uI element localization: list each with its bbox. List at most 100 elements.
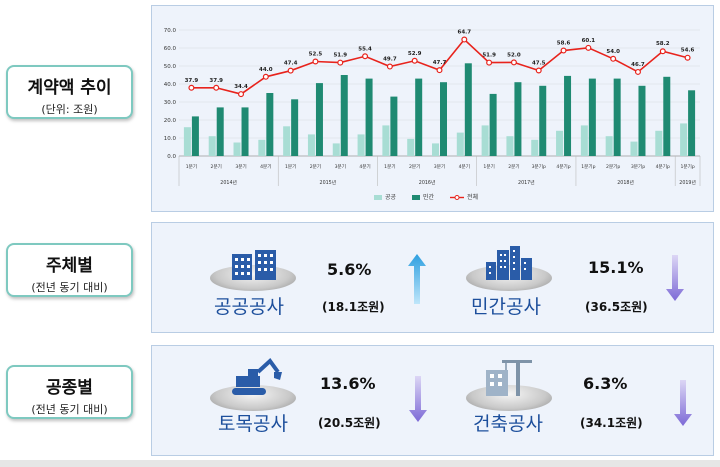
bar-public [407, 138, 415, 156]
section-label-entity: 주체별 (전년 동기 대비) [6, 243, 133, 297]
private-construction-label: 민간공사 [471, 296, 541, 318]
total-point [585, 44, 592, 51]
bar-public [208, 136, 216, 156]
x-tick-label: 3분기 [235, 163, 246, 170]
total-point [510, 59, 517, 66]
total-point [560, 47, 567, 54]
bar-public [183, 127, 191, 156]
bar-private [464, 63, 472, 156]
bar-public [233, 142, 241, 156]
bar-public [481, 125, 489, 156]
bar-private [514, 82, 522, 156]
total-point [659, 48, 666, 55]
total-data-label: 51.9 [333, 53, 347, 59]
bar-public [456, 132, 464, 156]
public-amount: (18.1조원) [322, 300, 385, 314]
down-arrow-icon [674, 380, 692, 426]
bar-private [191, 116, 199, 156]
bar-private [365, 78, 373, 156]
total-point [188, 84, 195, 91]
legend-swatch-public [374, 195, 382, 200]
bar-public [605, 136, 613, 156]
bar-public [680, 123, 688, 156]
city-icon [486, 246, 532, 280]
x-tick-label: 2분기 [211, 163, 222, 170]
y-tick-label: 50.0 [164, 64, 177, 70]
total-data-label: 37.9 [185, 78, 199, 84]
year-label: 2015년 [320, 179, 337, 186]
x-tick-label: 3분기p [532, 163, 546, 170]
total-point [362, 53, 369, 60]
bar-private [440, 82, 447, 156]
private-pct: 15.1% [588, 258, 644, 277]
x-tick-label: 4분기 [459, 163, 470, 170]
bar-public [307, 134, 315, 156]
bar-private [241, 107, 249, 156]
x-tick-label: 4분기p [656, 163, 670, 170]
civil-amount: (20.5조원) [318, 416, 381, 430]
y-tick-label: 40.0 [164, 82, 177, 88]
bar-public [332, 143, 340, 156]
x-tick-label: 3분기 [335, 163, 346, 170]
total-point [213, 84, 220, 91]
total-data-label: 52.5 [309, 52, 323, 58]
y-tick-label: 20.0 [164, 118, 177, 124]
bar-private [638, 85, 646, 156]
section-sub-contract: (단위: 조원) [41, 103, 98, 116]
civil-pct: 13.6% [320, 374, 376, 393]
private-amount: (36.5조원) [585, 300, 648, 314]
x-tick-label: 2분기p [606, 163, 620, 170]
total-data-label: 52.9 [408, 51, 422, 57]
legend-label-total: 전체 [467, 193, 478, 201]
bar-private [216, 107, 224, 156]
legend-marker-total [454, 195, 460, 200]
bar-public [580, 125, 588, 156]
total-point [684, 54, 691, 61]
bar-public [357, 134, 365, 156]
public-construction-label: 공공공사 [214, 296, 284, 318]
total-point [411, 57, 418, 64]
bar-public [531, 139, 539, 156]
pedestal [466, 385, 552, 411]
building-amount: (34.1조원) [580, 416, 643, 430]
section-title-entity: 주체별 [46, 256, 93, 276]
bar-private [390, 96, 398, 156]
total-data-label: 37.9 [209, 78, 223, 84]
bar-private [539, 85, 547, 156]
chart-panel: 0.0 10.0 20.0 30.0 40.0 50.0 60.0 70.0 1분기 2분기 3분기… [151, 5, 714, 212]
bar-private [588, 78, 596, 156]
x-tick-label: 1분기 [285, 163, 296, 170]
bar-private [415, 78, 423, 156]
building-construction-label: 건축공사 [473, 413, 543, 435]
x-tick-label: 4분기p [556, 163, 570, 170]
legend-swatch-private [412, 195, 420, 200]
bar-public [432, 143, 439, 156]
bar-public [630, 141, 638, 156]
total-data-label: 60.1 [582, 38, 596, 44]
x-tick-label: 2분기 [310, 163, 321, 170]
bar-private [688, 90, 696, 156]
pedestal [210, 265, 296, 291]
year-label: 2016년 [419, 179, 436, 186]
down-arrow-icon [666, 255, 684, 301]
contract-chart: 0.0 10.0 20.0 30.0 40.0 50.0 60.0 70.0 1분기 2분기 3분기… [164, 28, 701, 201]
total-data-label: 34.4 [234, 84, 248, 90]
total-point [262, 73, 269, 80]
building-icon [232, 250, 276, 280]
x-tick-label: 4분기 [359, 163, 370, 170]
total-point [337, 59, 344, 66]
public-pct: 5.6% [327, 260, 372, 279]
bar-public [258, 139, 266, 156]
total-data-label: 64.7 [458, 30, 472, 36]
x-tick-label: 1분기p [680, 163, 694, 170]
total-point [486, 59, 493, 66]
total-point [287, 67, 294, 74]
bar-public [506, 136, 514, 156]
bar-private [340, 75, 348, 156]
total-data-label: 52.0 [507, 52, 521, 58]
building-pct: 6.3% [583, 374, 628, 393]
total-point [634, 68, 641, 75]
year-label: 2014년 [220, 179, 237, 186]
bar-private [489, 93, 497, 156]
x-tick-label: 3분기p [631, 163, 645, 170]
